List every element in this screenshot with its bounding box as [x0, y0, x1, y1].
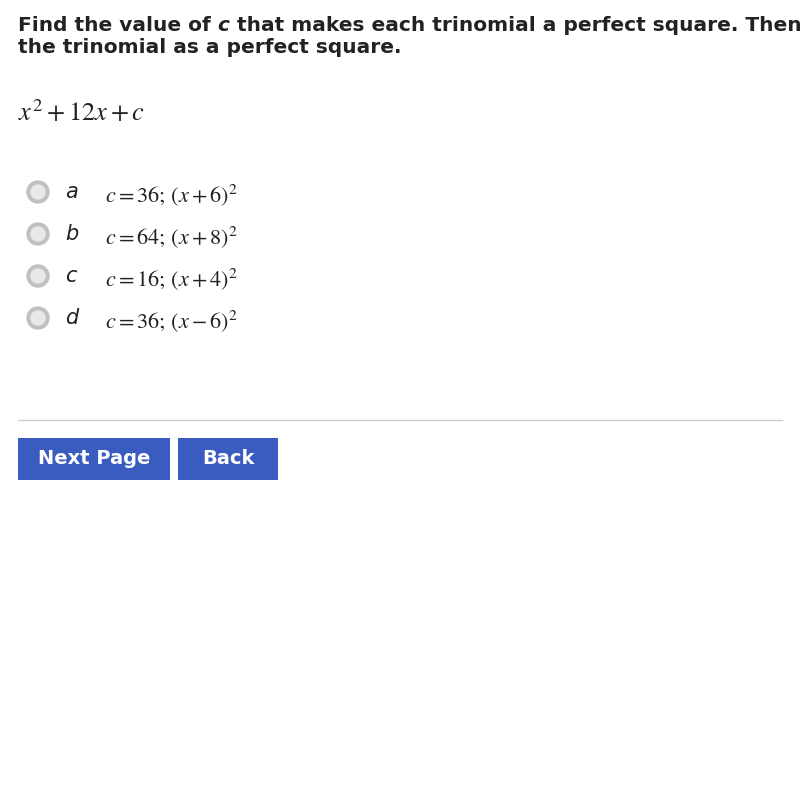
- Text: $x^2 + 12x + c$: $x^2 + 12x + c$: [18, 100, 145, 127]
- Circle shape: [27, 307, 49, 329]
- Text: c: c: [218, 16, 230, 35]
- Text: $c = 36;\,(x + 6)^2$: $c = 36;\,(x + 6)^2$: [105, 182, 238, 208]
- FancyBboxPatch shape: [18, 438, 170, 480]
- Text: d: d: [65, 308, 78, 328]
- Circle shape: [31, 269, 45, 283]
- Text: b: b: [65, 224, 78, 244]
- Text: $c = 36;\,(x - 6)^2$: $c = 36;\,(x - 6)^2$: [105, 308, 238, 334]
- FancyBboxPatch shape: [178, 438, 278, 480]
- Text: $c = 64;\,(x + 8)^2$: $c = 64;\,(x + 8)^2$: [105, 224, 238, 250]
- Text: the trinomial as a perfect square.: the trinomial as a perfect square.: [18, 38, 402, 57]
- Circle shape: [27, 223, 49, 245]
- Circle shape: [31, 311, 45, 325]
- Text: that makes each trinomial a perfect square. Then write: that makes each trinomial a perfect squa…: [230, 16, 800, 35]
- Circle shape: [31, 185, 45, 199]
- Text: a: a: [65, 182, 78, 202]
- Text: $c = 16;\,(x + 4)^2$: $c = 16;\,(x + 4)^2$: [105, 266, 238, 292]
- Text: Back: Back: [202, 449, 254, 469]
- Circle shape: [31, 227, 45, 241]
- Text: c: c: [65, 266, 77, 286]
- Text: Next Page: Next Page: [38, 449, 150, 469]
- Text: Find the value of: Find the value of: [18, 16, 218, 35]
- Circle shape: [27, 181, 49, 203]
- Circle shape: [27, 265, 49, 287]
